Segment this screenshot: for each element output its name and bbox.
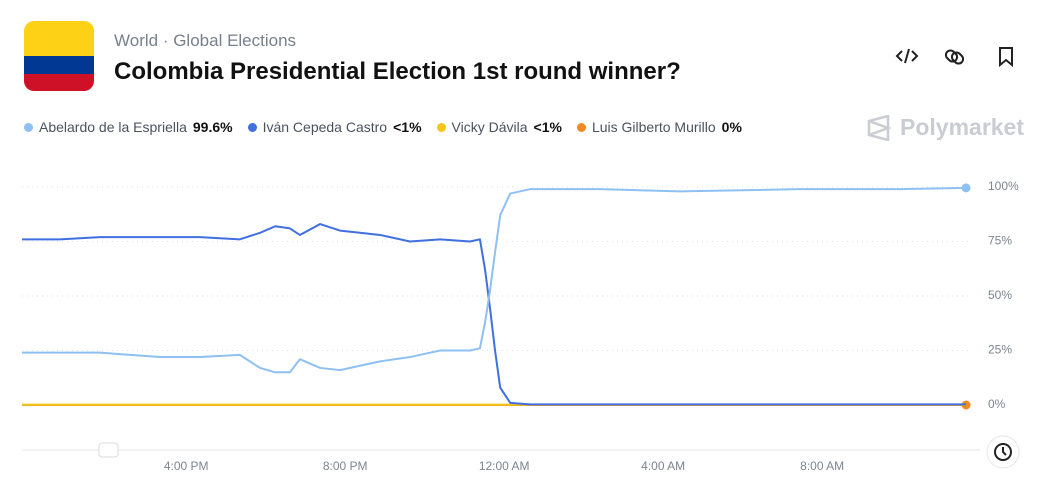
- breadcrumb: World · Global Elections: [114, 31, 297, 50]
- legend-dot: [247, 122, 257, 132]
- brand-name: Polymarket: [900, 114, 1025, 140]
- range-handle[interactable]: [98, 442, 119, 458]
- legend: Abelardo de la Espriella 99.6% Iván Cepeda…: [24, 119, 742, 135]
- bookmark-icon[interactable]: [999, 47, 1013, 68]
- legend-value: <1%: [533, 119, 562, 135]
- legend-value: <1%: [393, 119, 422, 135]
- subcategory[interactable]: Global Elections: [173, 31, 297, 50]
- legend-name: Vicky Dávila: [451, 119, 528, 135]
- category[interactable]: World: [114, 31, 159, 50]
- x-tick-label: 8:00 AM: [800, 459, 844, 473]
- series-line: [22, 223, 967, 406]
- legend-name: Iván Cepeda Castro: [262, 119, 388, 135]
- legend-value: 99.6%: [192, 119, 233, 135]
- x-tick-label: 4:00 AM: [641, 459, 685, 473]
- legend-value: 0%: [721, 119, 742, 135]
- legend-name: Abelardo de la Espriella: [39, 119, 187, 135]
- y-tick-label: 50%: [988, 288, 1012, 302]
- title: Colombia Presidential Election 1st round…: [114, 58, 681, 85]
- legend-item: Iván Cepeda Castro <1%: [247, 119, 422, 135]
- y-tick-label: 100%: [988, 179, 1019, 193]
- legend-name: Luis Gilberto Murillo: [591, 119, 716, 135]
- legend-item: Vicky Dávila <1%: [436, 119, 562, 135]
- y-tick-label: 75%: [988, 234, 1012, 248]
- legend-item: Abelardo de la Espriella 99.6%: [24, 119, 233, 135]
- legend-dot: [24, 122, 33, 132]
- brand-logo: [867, 114, 892, 141]
- y-tick-label: 0%: [988, 397, 1006, 411]
- brand: Polymarket: [866, 114, 1024, 141]
- actions: [895, 47, 1013, 68]
- clock-button[interactable]: [986, 435, 1020, 469]
- legend-dot: [436, 122, 446, 132]
- legend-dot: [576, 122, 586, 132]
- series-line: [22, 186, 967, 374]
- x-tick-label: 8:00 PM: [323, 459, 368, 473]
- embed-icon[interactable]: [895, 48, 919, 64]
- y-tick-label: 25%: [988, 343, 1012, 357]
- legend-item: Luis Gilberto Murillo 0%: [576, 119, 742, 135]
- flag: [24, 21, 94, 91]
- x-tick-label: 4:00 PM: [164, 459, 209, 473]
- end-marker: [961, 183, 971, 193]
- x-tick-label: 12:00 AM: [479, 459, 530, 473]
- link-icon[interactable]: [944, 49, 965, 66]
